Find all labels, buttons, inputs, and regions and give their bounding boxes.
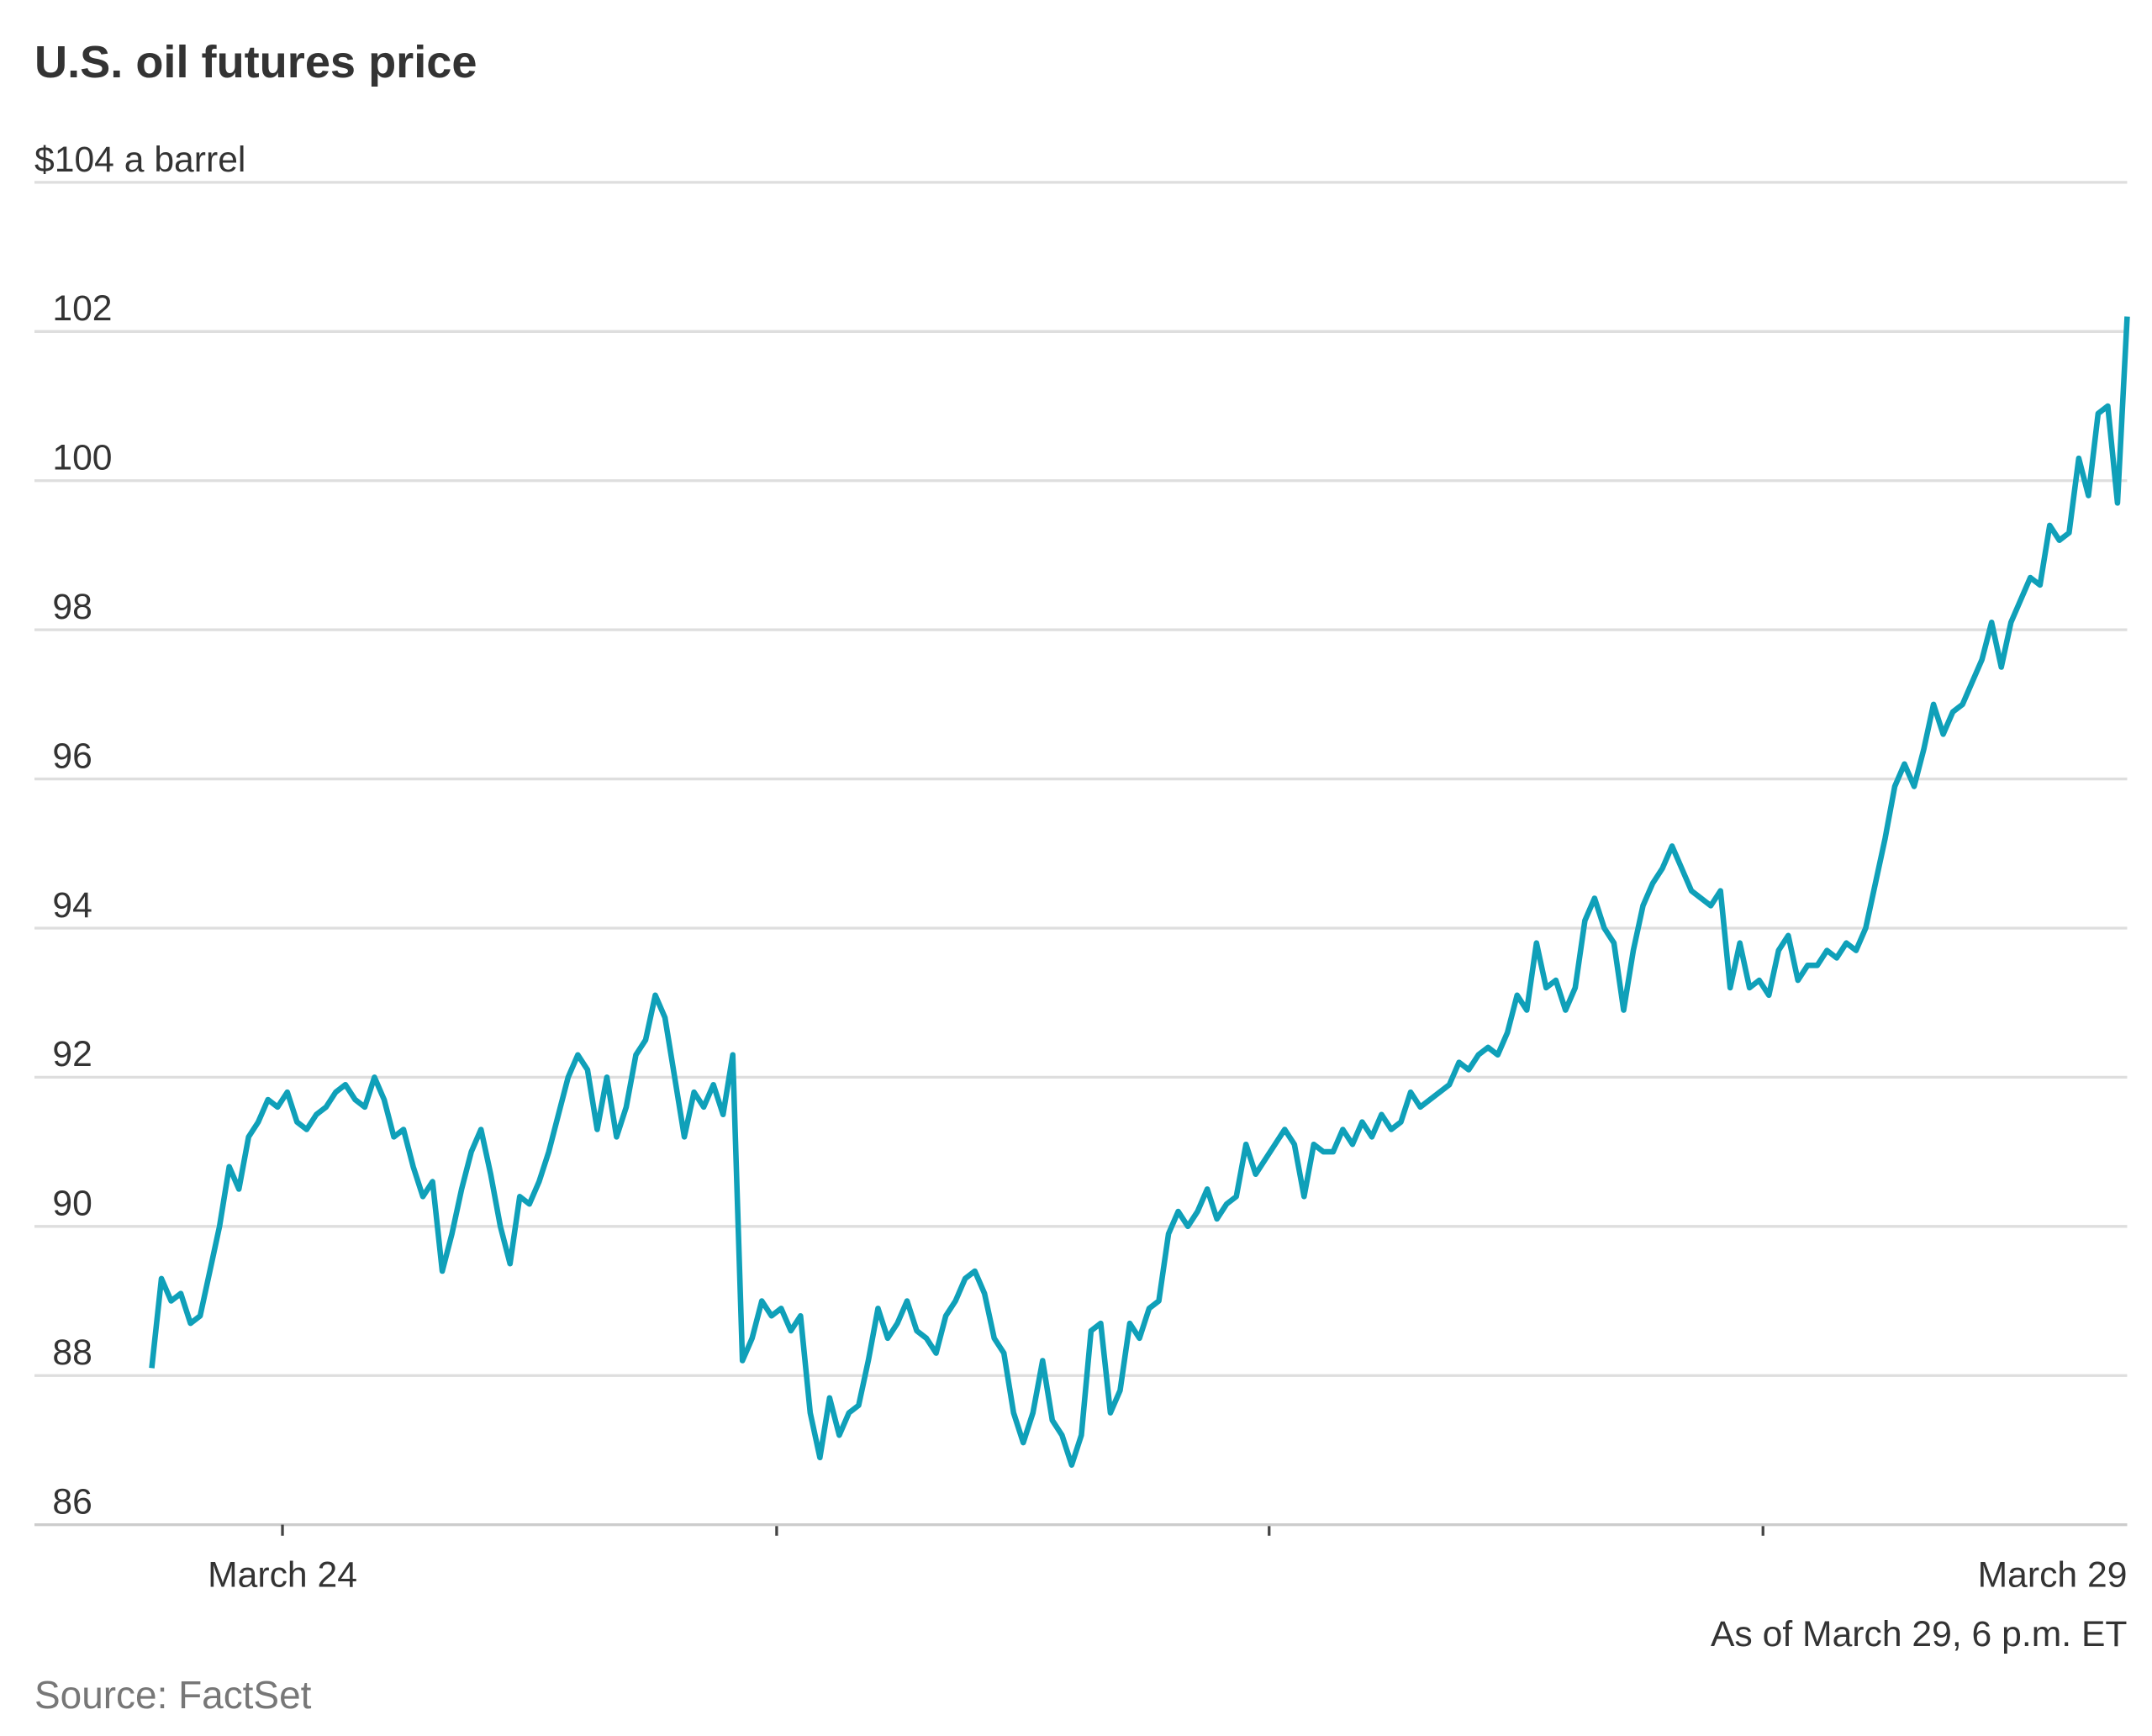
footnote: As of March 29, 6 p.m. ET <box>1711 1614 2127 1654</box>
y-tick-label: 94 <box>52 885 92 926</box>
y-tick-label: 88 <box>52 1332 92 1373</box>
y-tick-label: 102 <box>52 288 112 329</box>
y-tick-label: 90 <box>52 1184 92 1224</box>
price-line <box>149 316 2130 1468</box>
chart-title: U.S. oil futures price <box>34 37 477 87</box>
x-tick-label: March 24 <box>208 1554 357 1595</box>
y-tick-label: 86 <box>52 1482 92 1522</box>
x-tick-label: March 29 <box>1978 1554 2128 1595</box>
y-tick-label: 100 <box>52 438 112 478</box>
y-tick-label: 96 <box>52 736 92 776</box>
y-tick-label: 98 <box>52 587 92 627</box>
y-tick-label: 92 <box>52 1034 92 1074</box>
y-tick-label: $104 a barrel <box>34 140 245 180</box>
source: Source: FactSet <box>34 1673 312 1717</box>
